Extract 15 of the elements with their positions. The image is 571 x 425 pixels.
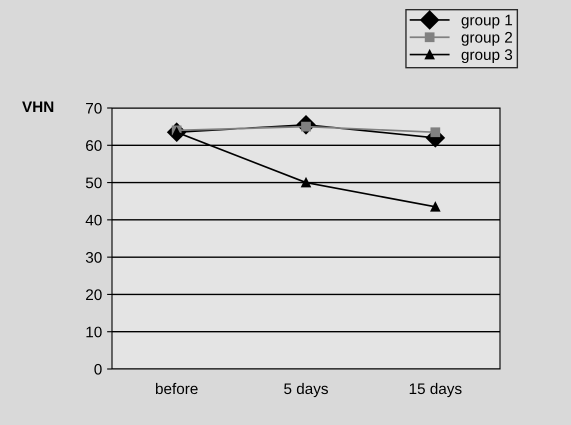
y-tick-label: 0 bbox=[94, 364, 102, 375]
y-tick-label: 60 bbox=[86, 140, 102, 151]
legend-label: group 1 bbox=[462, 14, 512, 28]
y-axis-title: VHN bbox=[22, 101, 54, 112]
y-tick-label: 10 bbox=[86, 326, 102, 338]
y-tick-label: 50 bbox=[86, 177, 102, 188]
y-tick-label: 70 bbox=[86, 102, 102, 114]
x-tick-label: 5 days bbox=[284, 382, 328, 398]
y-tick-label: 30 bbox=[86, 252, 102, 263]
x-tick-label: before bbox=[156, 382, 198, 394]
y-tick-label: 40 bbox=[86, 214, 102, 226]
legend-label: group 2 bbox=[462, 32, 512, 46]
x-tick-label: 15 days bbox=[410, 382, 462, 398]
legend-label: group 3 bbox=[462, 49, 512, 64]
y-tick-label: 20 bbox=[86, 289, 102, 300]
